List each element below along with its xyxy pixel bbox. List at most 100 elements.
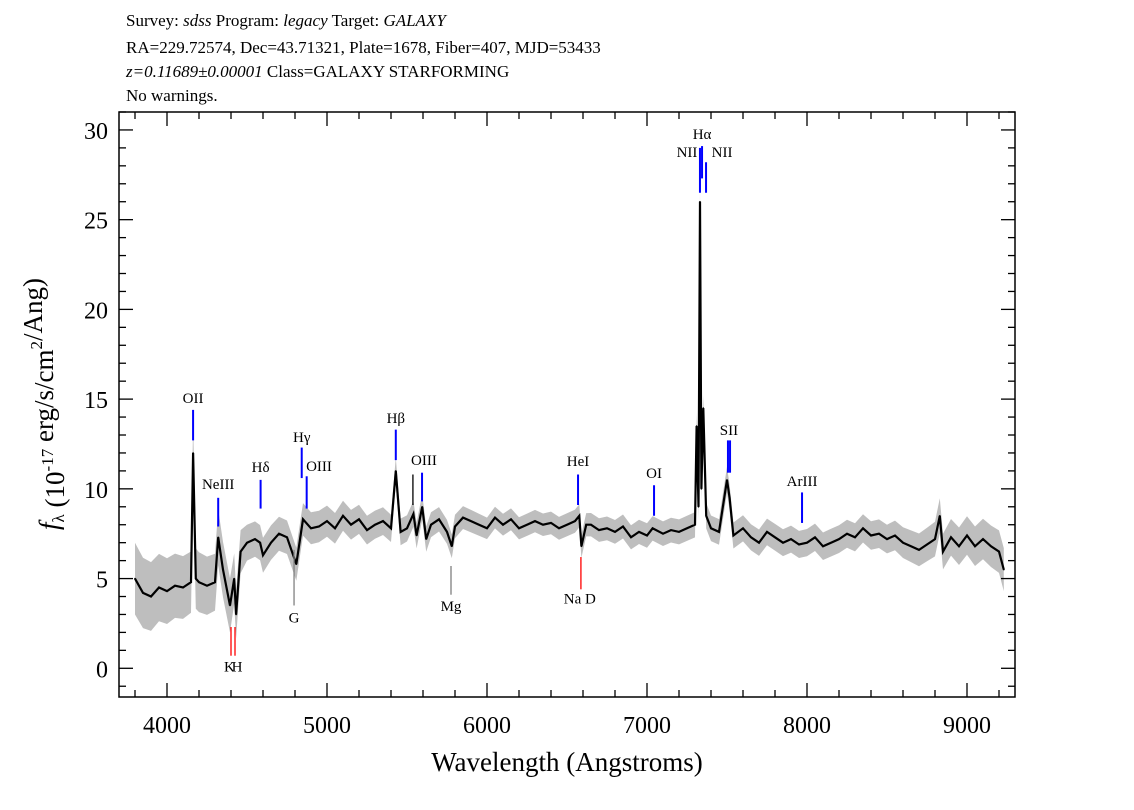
line-label: Hα bbox=[693, 127, 712, 143]
y-axis-label-part: λ bbox=[49, 513, 68, 522]
flux-point bbox=[939, 514, 941, 517]
flux-point bbox=[958, 545, 960, 548]
redshift-value: z=0.11689±0.00001 bbox=[126, 62, 263, 81]
line-label: K bbox=[224, 659, 235, 675]
flux-point bbox=[421, 505, 424, 508]
flux-point bbox=[902, 541, 904, 544]
flux-point bbox=[246, 541, 248, 544]
flux-point bbox=[918, 549, 920, 551]
flux-point bbox=[732, 534, 735, 537]
flux-point bbox=[412, 513, 415, 515]
flux-point bbox=[286, 536, 288, 539]
line-label: OI bbox=[646, 466, 662, 482]
flux-point bbox=[580, 545, 583, 548]
flux-point bbox=[195, 577, 197, 580]
flux-point bbox=[158, 586, 160, 589]
x-tick-label: 7000 bbox=[623, 713, 671, 739]
survey-label: Survey: bbox=[126, 11, 179, 30]
flux-point bbox=[966, 534, 968, 537]
y-tick-label: 25 bbox=[84, 209, 108, 235]
flux-point bbox=[697, 505, 700, 508]
flux-point bbox=[705, 514, 707, 517]
flux-point bbox=[502, 523, 504, 526]
flux-point bbox=[192, 452, 194, 454]
survey-value: sdss bbox=[183, 11, 212, 30]
line-label: Hβ bbox=[387, 411, 405, 427]
x-tick-label: 6000 bbox=[463, 713, 511, 739]
flux-point bbox=[326, 520, 328, 522]
flux-point bbox=[1003, 568, 1005, 571]
flux-point bbox=[446, 531, 448, 533]
flux-point bbox=[259, 541, 261, 544]
flux-point bbox=[699, 200, 701, 203]
flux-point bbox=[542, 523, 544, 526]
y-axis-label: fλ (10-17 erg/s/cm2/Ang) bbox=[18, 278, 70, 530]
line-label: ArIII bbox=[787, 474, 818, 490]
flux-point bbox=[415, 534, 418, 537]
y-tick-label: 0 bbox=[96, 657, 108, 683]
flux-point bbox=[534, 520, 536, 522]
flux-point bbox=[630, 536, 632, 539]
flux-point bbox=[766, 531, 768, 533]
flux-point bbox=[510, 518, 512, 521]
header-line-warnings: No warnings. bbox=[126, 86, 218, 105]
flux-point bbox=[814, 536, 816, 539]
y-axis-label-part: -17 bbox=[38, 448, 57, 471]
flux-point bbox=[390, 527, 392, 530]
line-label: SII bbox=[720, 423, 738, 439]
y-axis-label-part: 2 bbox=[27, 341, 46, 350]
flux-point bbox=[374, 523, 376, 526]
flux-point bbox=[438, 518, 440, 521]
y-tick-label: 30 bbox=[84, 119, 108, 145]
flux-point bbox=[651, 527, 654, 530]
flux-point bbox=[334, 527, 336, 530]
y-axis-label-part: (10 bbox=[40, 471, 70, 514]
flux-point bbox=[728, 497, 731, 499]
flux-point bbox=[700, 488, 703, 490]
flux-point bbox=[454, 525, 456, 528]
line-label: OII bbox=[183, 391, 204, 407]
flux-point bbox=[910, 545, 912, 548]
y-axis-label-part: /Ang) bbox=[18, 278, 48, 341]
flux-point bbox=[702, 407, 705, 409]
flux-point bbox=[678, 531, 680, 533]
flux-point bbox=[830, 541, 832, 544]
flux-point bbox=[198, 581, 200, 583]
flux-point bbox=[686, 527, 688, 530]
flux-point bbox=[558, 527, 560, 530]
line-label: NeIII bbox=[202, 477, 234, 493]
flux-point bbox=[318, 525, 320, 528]
flux-point bbox=[270, 541, 272, 544]
flux-point bbox=[526, 523, 528, 526]
flux-point bbox=[134, 577, 136, 580]
flux-point bbox=[366, 529, 368, 531]
y-axis-label-part: f bbox=[34, 519, 64, 530]
flux-point bbox=[550, 522, 552, 524]
flux-point bbox=[278, 532, 280, 535]
flux-point bbox=[950, 536, 952, 539]
line-label: Hδ bbox=[252, 460, 270, 476]
flux-point bbox=[399, 531, 402, 533]
flux-point bbox=[182, 586, 184, 589]
flux-point bbox=[239, 550, 242, 553]
x-tick-label: 4000 bbox=[143, 713, 191, 739]
flux-point bbox=[646, 534, 648, 537]
flux-point bbox=[614, 531, 616, 533]
x-axis-label: Wavelength (Angstroms) bbox=[431, 747, 703, 777]
flux-point bbox=[806, 541, 808, 544]
flux-point bbox=[926, 543, 928, 546]
flux-point bbox=[974, 545, 976, 548]
flux-point bbox=[886, 538, 888, 540]
line-label: OIII bbox=[306, 459, 332, 475]
flux-point bbox=[822, 545, 824, 548]
error-band bbox=[135, 189, 1004, 639]
flux-point bbox=[235, 613, 237, 616]
flux-point bbox=[782, 541, 784, 544]
flux-point bbox=[150, 595, 152, 598]
target-label: Target: bbox=[331, 11, 380, 30]
flux-point bbox=[790, 538, 792, 540]
flux-point bbox=[942, 550, 944, 553]
flux-point bbox=[854, 536, 856, 539]
flux-point bbox=[982, 538, 984, 540]
flux-point bbox=[590, 523, 592, 526]
